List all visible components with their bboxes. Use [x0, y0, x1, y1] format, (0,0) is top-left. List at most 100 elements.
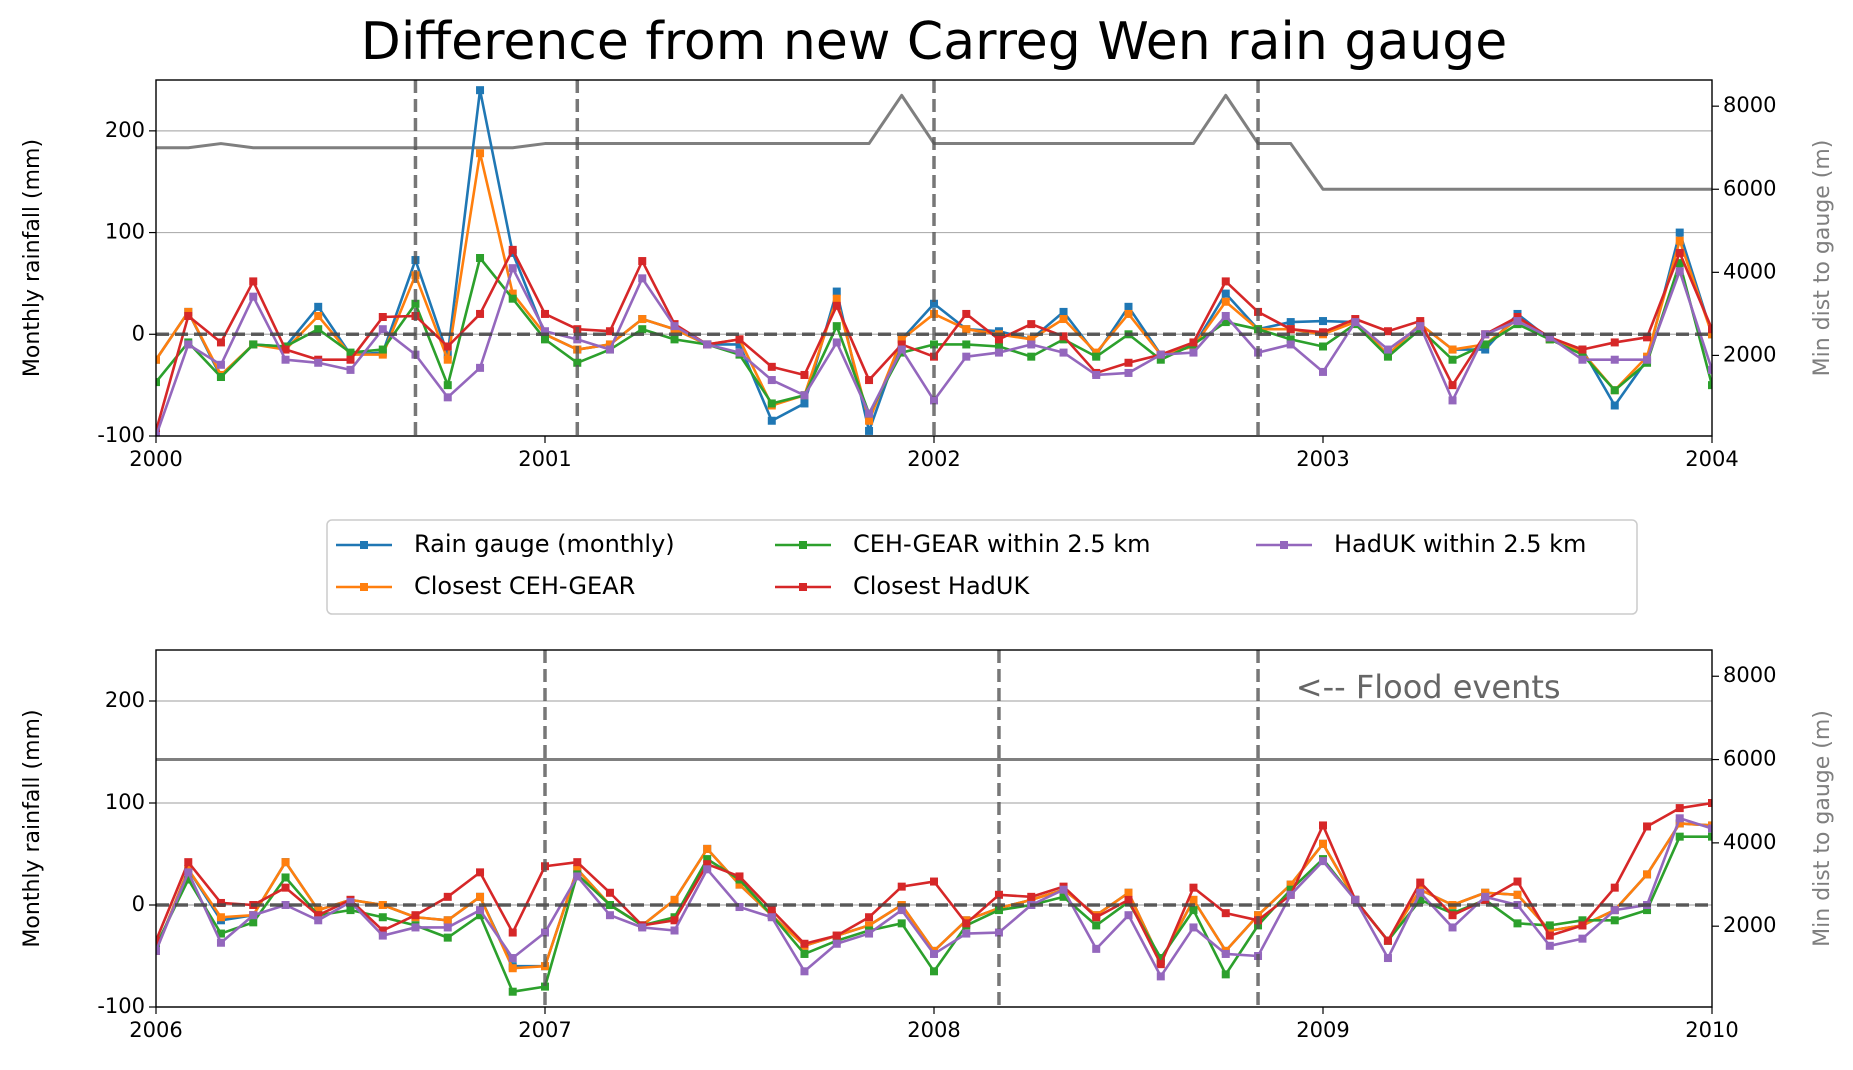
marker [1578, 355, 1587, 364]
marker [1481, 345, 1490, 354]
marker [1319, 342, 1327, 351]
marker [1092, 944, 1101, 953]
marker [703, 855, 712, 864]
marker [184, 858, 193, 867]
marker [1448, 396, 1457, 405]
x-tick-label: 2003 [1296, 447, 1349, 471]
marker [1319, 317, 1327, 326]
marker [735, 903, 744, 912]
marker [573, 358, 582, 367]
marker [1027, 892, 1036, 901]
legend-marker [360, 541, 368, 549]
marker [216, 938, 225, 947]
marker [800, 949, 809, 958]
marker [605, 327, 614, 336]
marker [1481, 330, 1490, 339]
marker [994, 928, 1003, 937]
marker [994, 906, 1003, 915]
legend-marker [799, 583, 807, 591]
marker [443, 892, 452, 901]
marker [832, 939, 841, 948]
marker [1416, 888, 1425, 897]
marker [1286, 340, 1295, 349]
marker [703, 865, 712, 874]
marker [1513, 919, 1522, 928]
marker [865, 913, 874, 922]
legend-marker [360, 583, 368, 591]
marker [1286, 880, 1295, 889]
marker [249, 340, 258, 349]
x-tick-label: 2007 [518, 1018, 571, 1042]
marker [281, 883, 290, 892]
marker [1092, 921, 1101, 930]
marker [1092, 913, 1101, 922]
marker [930, 396, 938, 405]
marker [346, 365, 355, 374]
marker [735, 340, 744, 349]
marker [443, 916, 452, 925]
legend-marker [799, 541, 807, 549]
marker [443, 381, 452, 390]
marker [508, 987, 517, 996]
marker [508, 264, 517, 273]
marker [897, 882, 906, 891]
marker [1156, 350, 1165, 359]
marker [994, 335, 1003, 344]
marker [216, 898, 225, 907]
marker [832, 931, 841, 940]
marker [962, 919, 971, 928]
marker [1319, 367, 1327, 376]
marker [1221, 311, 1230, 320]
marker [249, 277, 258, 286]
marker [156, 378, 160, 387]
marker [249, 911, 258, 920]
marker [832, 338, 841, 347]
y-tick-label: 0 [132, 892, 145, 916]
marker [1221, 970, 1230, 979]
marker [541, 982, 549, 991]
marker [1448, 923, 1457, 932]
marker [476, 892, 485, 901]
marker [508, 964, 517, 973]
marker [314, 311, 323, 320]
marker [1675, 267, 1684, 276]
marker [897, 335, 906, 344]
x-tick-label: 2000 [129, 447, 182, 471]
marker [1708, 330, 1712, 339]
marker [1221, 318, 1230, 327]
marker [1286, 335, 1295, 344]
marker [1708, 832, 1712, 841]
marker [216, 338, 225, 347]
x-tick-label: 2004 [1685, 447, 1738, 471]
marker [832, 287, 841, 296]
marker [703, 340, 712, 349]
marker [638, 274, 647, 283]
marker [1578, 916, 1587, 925]
marker [476, 868, 485, 877]
marker [1578, 934, 1587, 943]
marker [1286, 318, 1295, 327]
marker [865, 416, 874, 425]
marker [443, 342, 452, 351]
marker [1059, 307, 1068, 316]
marker [281, 901, 290, 909]
marker [605, 340, 614, 349]
marker [1383, 327, 1392, 336]
marker [1124, 309, 1133, 318]
marker [1221, 277, 1230, 286]
marker [865, 929, 874, 938]
marker [1708, 365, 1712, 374]
marker [897, 919, 906, 928]
marker [1578, 345, 1587, 354]
marker [346, 897, 355, 906]
marker [994, 890, 1003, 899]
marker [573, 872, 582, 881]
marker [930, 949, 938, 958]
marker [1027, 340, 1036, 349]
y-tick-label: -100 [97, 994, 145, 1018]
marker [1448, 911, 1457, 920]
marker [670, 916, 679, 925]
marker [378, 926, 387, 935]
marker [767, 416, 776, 425]
y-axis-label: Monthly rainfall (mm) [20, 139, 45, 377]
